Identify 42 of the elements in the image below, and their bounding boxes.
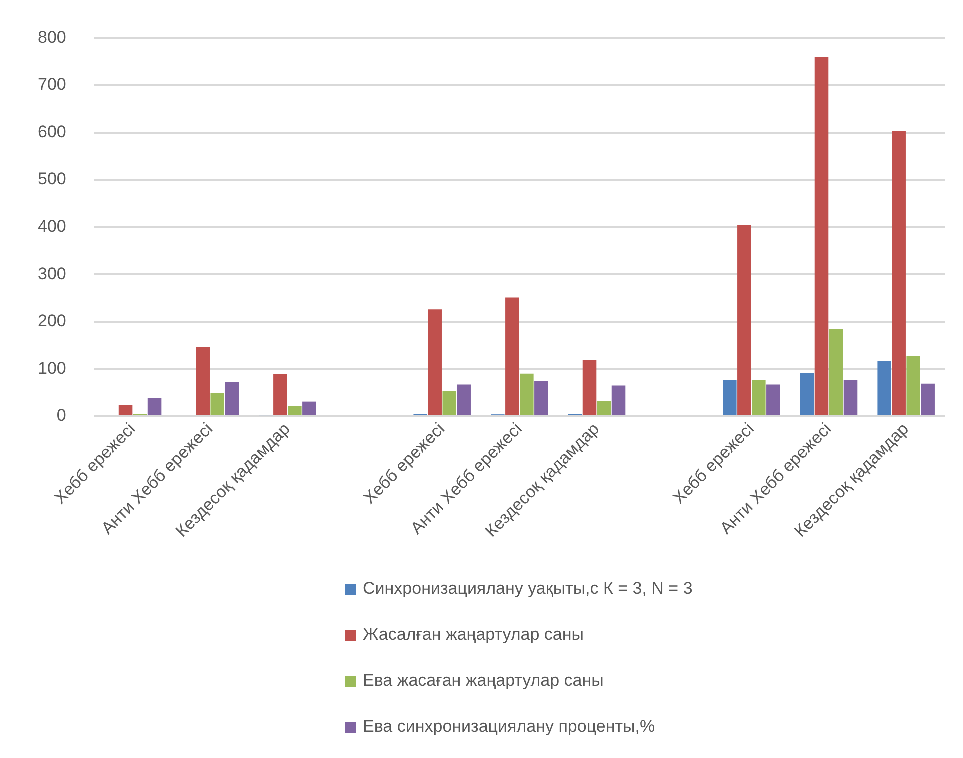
y-tick-label: 0: [56, 406, 66, 426]
bar: [878, 361, 892, 416]
bar: [766, 384, 780, 416]
y-tick-label: 300: [38, 264, 66, 284]
bar: [752, 380, 766, 416]
bar: [196, 346, 210, 416]
bar: [612, 386, 626, 416]
bar: [225, 382, 239, 416]
bar: [738, 224, 752, 416]
legend-label: Ева жасаған жаңартулар саны: [363, 671, 604, 691]
bar: [582, 360, 597, 416]
bar: [906, 356, 920, 416]
bar: [118, 405, 133, 416]
legend-label: Жасалған жаңартулар саны: [363, 625, 584, 645]
bar: [921, 384, 935, 416]
bar: [597, 401, 612, 416]
bar: [428, 310, 442, 416]
bar: [829, 329, 844, 416]
y-tick-label: 200: [38, 312, 66, 331]
bar: [506, 298, 520, 416]
y-tick-label: 500: [38, 170, 66, 189]
y-tick-label: 800: [38, 28, 66, 47]
y-tick-label: 600: [38, 122, 66, 142]
legend-label: Синхронизациялану уақыты,с К = 3, N = 3: [363, 579, 693, 599]
bar: [723, 380, 737, 416]
bar: [302, 402, 316, 416]
bar: [442, 391, 456, 416]
bar: [814, 57, 829, 416]
bar: [274, 374, 288, 416]
bar: [210, 393, 224, 416]
legend-label: Ева синхронизациялану проценты,%: [363, 717, 656, 737]
bar: [534, 381, 548, 416]
bar: [800, 373, 814, 416]
y-tick-label: 700: [38, 75, 66, 94]
bar: [288, 406, 302, 416]
y-tick-label: 400: [38, 217, 66, 236]
bar: [148, 398, 162, 416]
bar: [520, 374, 534, 416]
bar: [892, 131, 906, 416]
bar: [844, 380, 858, 416]
y-tick-label: 100: [38, 358, 66, 378]
bar: [457, 384, 471, 416]
